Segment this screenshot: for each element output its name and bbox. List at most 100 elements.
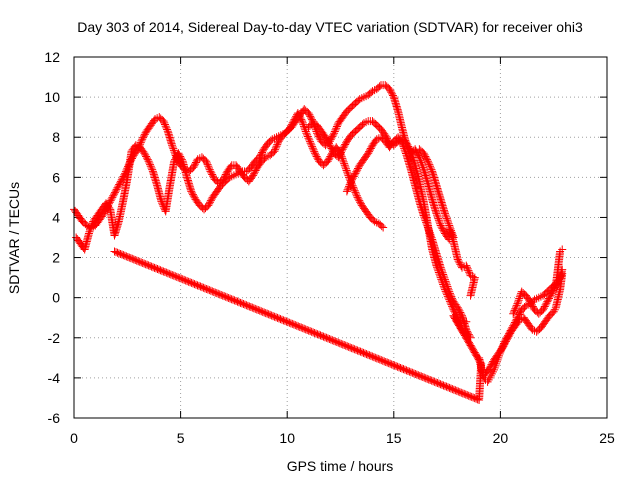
data-point [70, 205, 82, 218]
data-point [293, 109, 306, 124]
y-tick-label: 12 [44, 49, 60, 65]
data-point [161, 182, 174, 216]
data-point [398, 139, 410, 158]
data-point [349, 183, 361, 200]
data-point [485, 357, 498, 372]
data-point [402, 151, 415, 172]
data-point [306, 139, 319, 156]
data-point [530, 294, 541, 304]
y-tick-label: 10 [44, 89, 60, 105]
data-point [411, 181, 423, 204]
y-axis-label: SDTVAR / TECUs [6, 182, 22, 294]
data-point [460, 329, 469, 338]
data-point [411, 161, 423, 184]
x-tick-label: 25 [599, 430, 615, 446]
data-point [93, 206, 105, 220]
data-point [428, 235, 440, 256]
x-tick-label: 0 [70, 430, 78, 446]
data-point [524, 319, 536, 333]
data-point [475, 361, 486, 404]
data-point [519, 313, 532, 327]
data-point [419, 149, 432, 164]
data-point [272, 132, 283, 142]
data-point [558, 245, 567, 254]
data-point [436, 263, 449, 282]
data-point [225, 172, 236, 182]
chart-title: Day 303 of 2014, Sidereal Day-to-day VTE… [77, 19, 583, 35]
data-point [432, 181, 445, 202]
x-tick-label: 20 [493, 430, 509, 446]
grid-lines [74, 57, 607, 418]
data-point [212, 182, 225, 196]
data-point [351, 162, 363, 178]
data-point [347, 170, 359, 186]
data-point [229, 170, 241, 180]
data-point [445, 225, 457, 244]
plot-frame [73, 56, 608, 419]
data-point [440, 275, 453, 294]
y-tick-label: 2 [52, 250, 60, 266]
data-point [558, 269, 567, 278]
data-point [432, 209, 445, 228]
data-point [449, 297, 461, 311]
data-point [110, 219, 123, 240]
data-point [163, 127, 176, 148]
data-point [142, 122, 154, 136]
data-point [270, 138, 282, 156]
data-point [466, 291, 475, 300]
data-point [302, 129, 314, 146]
data-point [313, 129, 325, 144]
data-point [436, 195, 449, 216]
data-point [353, 193, 365, 208]
data-point [406, 165, 419, 188]
data-point [234, 168, 245, 178]
data-point [355, 94, 366, 104]
data-point [127, 142, 139, 156]
data-point [116, 170, 129, 186]
data-point [549, 305, 559, 316]
data-point [310, 149, 323, 164]
data-point [432, 249, 445, 271]
data-point [321, 133, 333, 148]
data-point [551, 287, 564, 312]
data-point [202, 157, 214, 174]
y-tick-label: 4 [52, 209, 60, 225]
axis-ticks [73, 56, 608, 419]
data-point [144, 157, 157, 174]
data-point [187, 187, 199, 202]
data-point [368, 117, 380, 128]
data-point [487, 367, 497, 378]
data-point [449, 237, 462, 262]
y-tick-label: 6 [52, 169, 60, 185]
data-point [394, 133, 406, 146]
data-point [340, 161, 353, 180]
x-axis-tick-labels: 0 5 10 15 20 25 [70, 430, 615, 446]
data-point [84, 219, 97, 238]
data-point [485, 371, 495, 382]
data-point [462, 261, 474, 278]
data-point [334, 146, 346, 162]
data-point [466, 273, 479, 299]
data-point [255, 146, 267, 162]
data-points [70, 81, 567, 404]
data-point [223, 162, 235, 176]
data-point [515, 314, 526, 324]
data-point [394, 107, 406, 132]
data-point [330, 120, 342, 138]
data-point [114, 199, 127, 226]
data-point [374, 219, 386, 231]
data-point [108, 186, 120, 202]
data-point [101, 199, 114, 212]
data-point [543, 291, 555, 306]
data-point [379, 223, 388, 232]
data-point [159, 117, 172, 134]
data-point [509, 301, 521, 318]
data-point [419, 211, 432, 230]
data-point [449, 311, 468, 337]
data-point [423, 157, 436, 174]
data-point [445, 287, 457, 305]
y-tick-label: -6 [48, 410, 61, 426]
data-point [189, 156, 201, 172]
x-axis-label: GPS time / hours [287, 458, 394, 474]
data-point [249, 164, 261, 180]
